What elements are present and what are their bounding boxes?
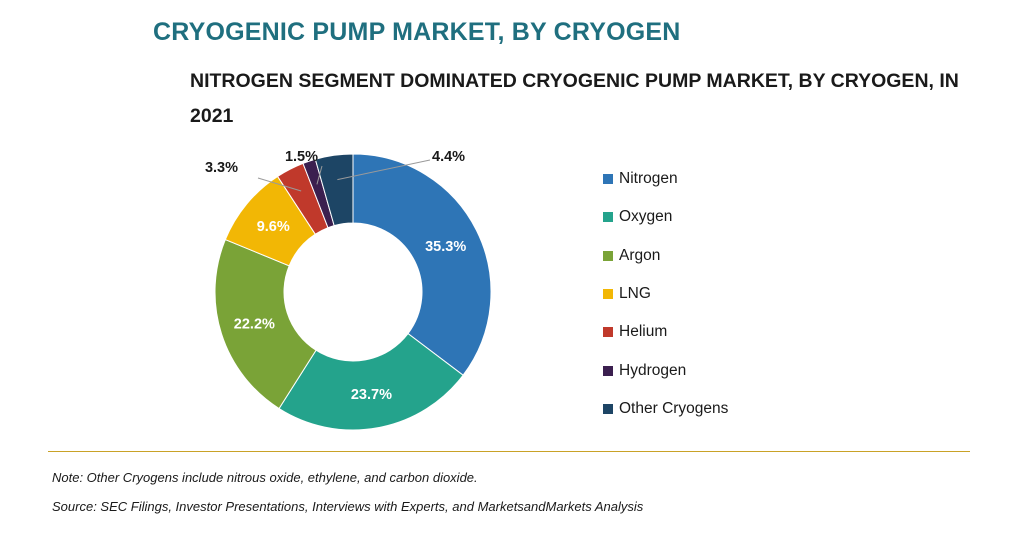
- leader-line-other-cryogens: [337, 159, 431, 181]
- data-label-argon: 22.2%: [234, 316, 275, 332]
- legend-swatch-other-cryogens: [603, 403, 613, 414]
- chart-title: CRYOGENIC PUMP MARKET, BY CRYOGEN: [153, 18, 681, 46]
- data-label-helium: 3.3%: [205, 160, 238, 176]
- data-label-lng: 9.6%: [257, 219, 290, 235]
- leader-lines: [257, 159, 431, 192]
- footer-divider: [48, 451, 970, 452]
- slice-argon: [214, 238, 317, 410]
- legend-label-nitrogen: Nitrogen: [619, 170, 678, 188]
- legend-item-lng: LNG: [603, 275, 728, 313]
- data-label-other-cryogens: 4.4%: [432, 149, 465, 165]
- legend-swatch-oxygen: [603, 212, 613, 223]
- legend-item-helium: Helium: [603, 313, 728, 351]
- source-line: Source: SEC Filings, Investor Presentati…: [52, 499, 644, 514]
- chart-legend: Nitrogen Oxygen Argon LNG Helium Hydroge…: [603, 160, 728, 428]
- legend-label-helium: Helium: [619, 323, 668, 341]
- legend-label-argon: Argon: [619, 246, 661, 264]
- legend-item-hydrogen: Hydrogen: [603, 351, 728, 389]
- legend-item-oxygen: Oxygen: [603, 198, 728, 236]
- leader-line-helium: [257, 177, 302, 192]
- leader-line-hydrogen: [316, 165, 323, 185]
- donut-slices: [214, 153, 492, 431]
- data-label-nitrogen: 35.3%: [425, 239, 466, 255]
- legend-label-oxygen: Oxygen: [619, 208, 673, 226]
- slice-oxygen: [278, 332, 464, 431]
- slice-nitrogen: [352, 153, 492, 376]
- legend-item-other-cryogens: Other Cryogens: [603, 390, 728, 428]
- legend-swatch-hydrogen: [603, 365, 613, 376]
- data-label-oxygen: 23.7%: [351, 387, 392, 403]
- legend-label-other-cryogens: Other Cryogens: [619, 399, 729, 417]
- legend-swatch-nitrogen: [603, 174, 613, 185]
- data-label-hydrogen: 1.5%: [285, 149, 318, 165]
- legend-label-hydrogen: Hydrogen: [619, 361, 687, 379]
- data-labels: 35.3% 23.7% 22.2% 9.6% 3.3% 1.5% 4.4%: [205, 149, 466, 403]
- legend-swatch-helium: [603, 327, 613, 338]
- legend-item-argon: Argon: [603, 237, 728, 275]
- chart-subtitle: NITROGEN SEGMENT DOMINATED CRYOGENIC PUM…: [190, 70, 959, 127]
- legend-label-lng: LNG: [619, 285, 651, 303]
- legend-item-nitrogen: Nitrogen: [603, 160, 728, 198]
- legend-swatch-lng: [603, 289, 613, 300]
- slice-other-cryogens: [314, 153, 354, 227]
- legend-swatch-argon: [603, 250, 613, 261]
- footnote: Note: Other Cryogens include nitrous oxi…: [52, 470, 478, 485]
